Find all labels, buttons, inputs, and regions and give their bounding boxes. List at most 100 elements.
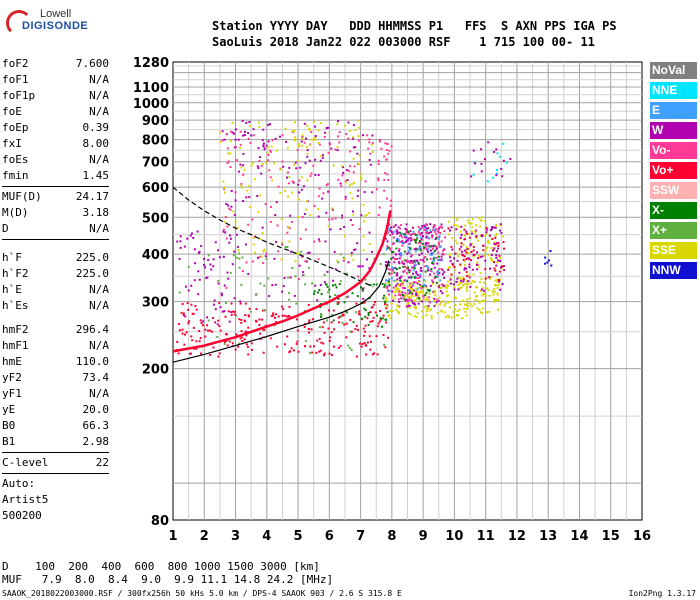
echo-point [248,184,251,187]
echo-point [185,331,188,334]
echo-point [301,134,304,137]
x-tick-label: 16 [633,529,651,544]
echo-point [295,342,298,345]
echo-point [355,355,358,358]
echo-point [341,166,344,169]
echo-point [294,121,297,124]
echo-point [400,232,403,235]
echo-point [465,251,468,254]
echo-point [296,329,299,332]
echo-point [377,213,380,216]
echo-point [417,261,420,264]
echo-point [217,355,220,358]
echo-point [286,231,289,234]
echo-point [291,191,294,194]
echo-point [332,345,335,348]
echo-point [312,164,315,167]
echo-point [183,343,186,346]
echo-point [472,173,475,176]
echo-point [436,274,439,277]
echo-point [297,216,300,219]
echo-point [184,333,187,336]
echo-point [473,291,476,294]
echo-point [342,256,345,259]
echo-point [369,152,372,155]
echo-point [424,286,427,289]
echo-point [303,212,306,215]
echo-point [325,211,328,214]
echo-point [456,217,459,220]
echo-point [416,297,419,300]
echo-point [317,174,320,177]
echo-point [319,349,322,352]
echo-point [186,237,189,240]
echo-point [356,163,359,166]
echo-point [356,152,359,155]
echo-point [363,215,366,218]
echo-point [341,214,344,217]
echo-point [355,324,358,327]
echo-point [379,262,382,265]
param-value: N/A [89,105,109,118]
echo-point [440,309,443,312]
echo-point [225,339,228,342]
echo-point [464,310,467,313]
echo-point [351,292,354,295]
echo-point [421,290,424,293]
echo-point [250,164,253,167]
echo-point [477,257,480,260]
echo-point [438,272,441,275]
echo-point [389,233,392,236]
echo-point [421,242,424,245]
echo-point [295,318,298,321]
param-row: yF2 73.4 [2,370,109,386]
echo-point [326,285,329,288]
echo-point [292,349,295,352]
param-row: foE N/A [2,104,109,120]
echo-point [473,253,476,256]
echo-point [416,234,419,237]
echo-point [472,273,475,276]
echo-point [439,231,442,234]
echo-point [198,250,201,253]
echo-point [396,237,399,240]
echo-point [347,137,350,140]
echo-point [420,310,423,313]
echo-point [424,305,427,308]
echo-point [495,168,498,171]
echo-point [318,238,321,241]
echo-point [288,351,291,354]
echo-point [485,226,488,229]
echo-point [389,248,392,251]
echo-point [366,134,369,137]
echo-point [429,229,432,232]
echo-point [249,310,252,313]
echo-point [350,182,353,185]
echo-point [360,345,363,348]
echo-point [182,312,185,315]
header-line2: SaoLuis 2018 Jan22 022 003000 RSF 1 715 … [212,35,595,49]
echo-point [271,139,274,142]
echo-point [458,271,461,274]
echo-point [461,253,464,256]
echo-point [450,316,453,319]
echo-point [354,248,357,251]
echo-point [336,301,339,304]
echo-point [411,232,414,235]
echo-point [447,220,450,223]
echo-point [495,224,498,227]
echo-point [395,284,398,287]
echo-point [313,290,316,293]
echo-point [426,307,429,310]
echo-point [365,353,368,356]
echo-point [401,282,404,285]
echo-point [297,183,300,186]
echo-point [496,152,499,155]
echo-point [407,299,410,302]
echo-point [435,228,438,231]
echo-point [502,240,505,243]
y-tick-label: 300 [142,296,169,311]
echo-point [296,159,299,162]
echo-point [190,335,193,338]
y-tick-label: 1280 [133,56,169,71]
